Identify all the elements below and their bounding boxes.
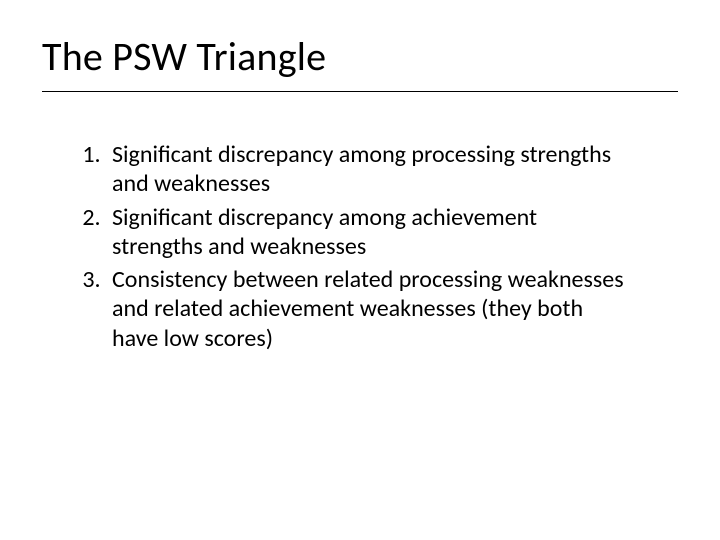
points-list: Significant discrepancy among processing… xyxy=(58,140,630,353)
slide-title: The PSW Triangle xyxy=(42,32,678,92)
slide: The PSW Triangle Significant discrepancy… xyxy=(0,0,720,540)
list-item: Significant discrepancy among achievemen… xyxy=(106,203,630,262)
list-item: Consistency between related processing w… xyxy=(106,265,630,353)
slide-body: Significant discrepancy among processing… xyxy=(58,140,630,357)
list-item: Significant discrepancy among processing… xyxy=(106,140,630,199)
